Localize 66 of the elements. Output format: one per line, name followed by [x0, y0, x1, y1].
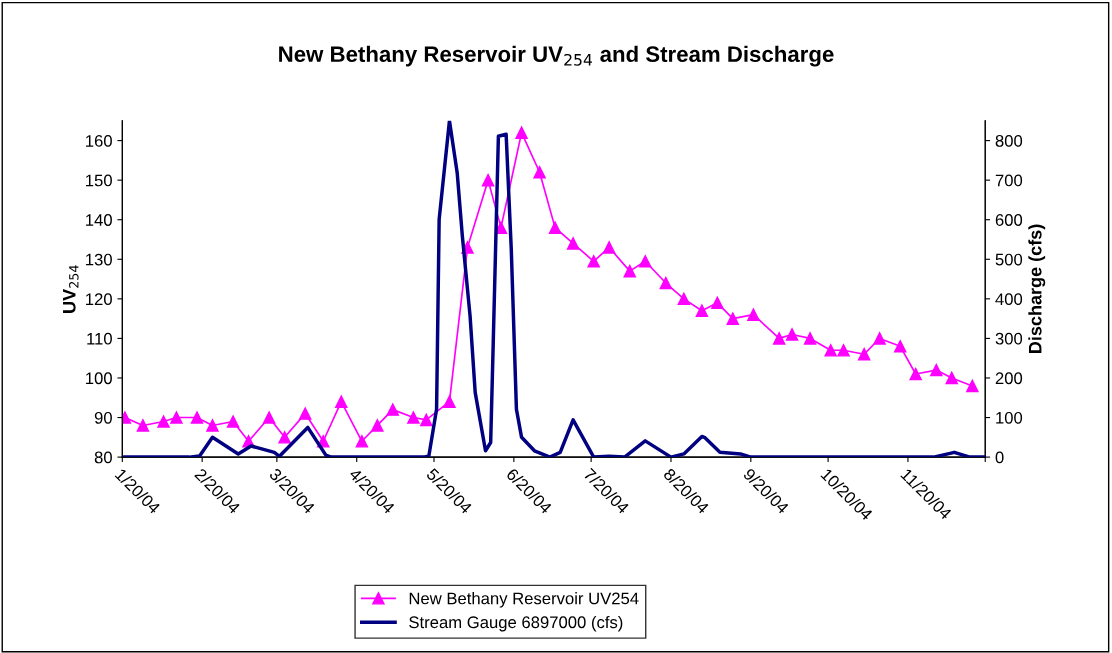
point: [515, 126, 528, 139]
point: [873, 332, 886, 345]
point: [170, 411, 183, 424]
point: [638, 255, 652, 268]
point: [824, 344, 837, 357]
point: [726, 312, 740, 325]
point: [966, 379, 979, 393]
y2-tick-label: 400: [995, 293, 1023, 306]
point: [602, 241, 616, 254]
point: [157, 415, 170, 428]
y2-tick-label: 800: [995, 134, 1023, 147]
y2-tick-label: 200: [995, 372, 1023, 385]
point: [278, 431, 291, 444]
point: [803, 332, 817, 345]
point: [893, 340, 907, 353]
point: [481, 173, 495, 187]
point: [659, 276, 673, 290]
point: [190, 411, 204, 424]
point: [566, 237, 580, 250]
y-tick-label: 160: [86, 134, 112, 147]
point: [407, 411, 420, 424]
point: [909, 367, 922, 381]
point: [695, 304, 709, 317]
y-tick-label: 150: [86, 174, 112, 187]
point: [772, 332, 786, 345]
point: [548, 221, 562, 234]
point: [335, 395, 348, 408]
point: [226, 415, 240, 428]
y2-tick-label: 600: [995, 214, 1023, 226]
y-tick-label: 90: [94, 411, 112, 424]
point: [371, 419, 384, 432]
y-tick-label: 110: [87, 332, 112, 345]
y2-tick-label: 700: [995, 174, 1023, 187]
point: [355, 435, 369, 448]
point: [443, 395, 456, 408]
y2-axis-title: Discharge (cfs): [1028, 224, 1046, 353]
point: [623, 264, 637, 278]
point: [136, 419, 150, 432]
point: [945, 371, 958, 385]
point: [930, 363, 943, 377]
y-tick-label: 80: [94, 451, 112, 464]
y2-tick-label: 300: [995, 332, 1023, 345]
point: [747, 308, 760, 321]
y-axis-title: UV$_{254}$: [63, 265, 79, 313]
point: [711, 296, 724, 310]
point: [857, 347, 871, 361]
legend-label: Stream Gauge 6897000 (cfs): [409, 615, 623, 632]
point: [785, 328, 799, 341]
point: [533, 165, 546, 179]
point: [420, 413, 433, 427]
y-tick-label: 130: [86, 253, 112, 266]
point: [386, 403, 400, 416]
legend-label: New Bethany Reservoir UV254: [409, 592, 639, 608]
point: [206, 419, 219, 432]
point: [262, 411, 276, 424]
point: [587, 255, 600, 268]
point: [677, 292, 691, 306]
y-tick-label: 120: [86, 293, 112, 306]
y2-tick-label: 0: [995, 451, 1004, 464]
point: [837, 344, 850, 357]
y2-tick-label: 100: [996, 411, 1023, 424]
y2-tick-label: 500: [995, 253, 1023, 266]
y-tick-label: 100: [86, 372, 112, 385]
chart-title: New Bethany Reservoir UV$_{254}$ and Stream Discharge: [279, 45, 834, 67]
y-tick-label: 140: [86, 214, 112, 226]
point: [298, 407, 312, 420]
